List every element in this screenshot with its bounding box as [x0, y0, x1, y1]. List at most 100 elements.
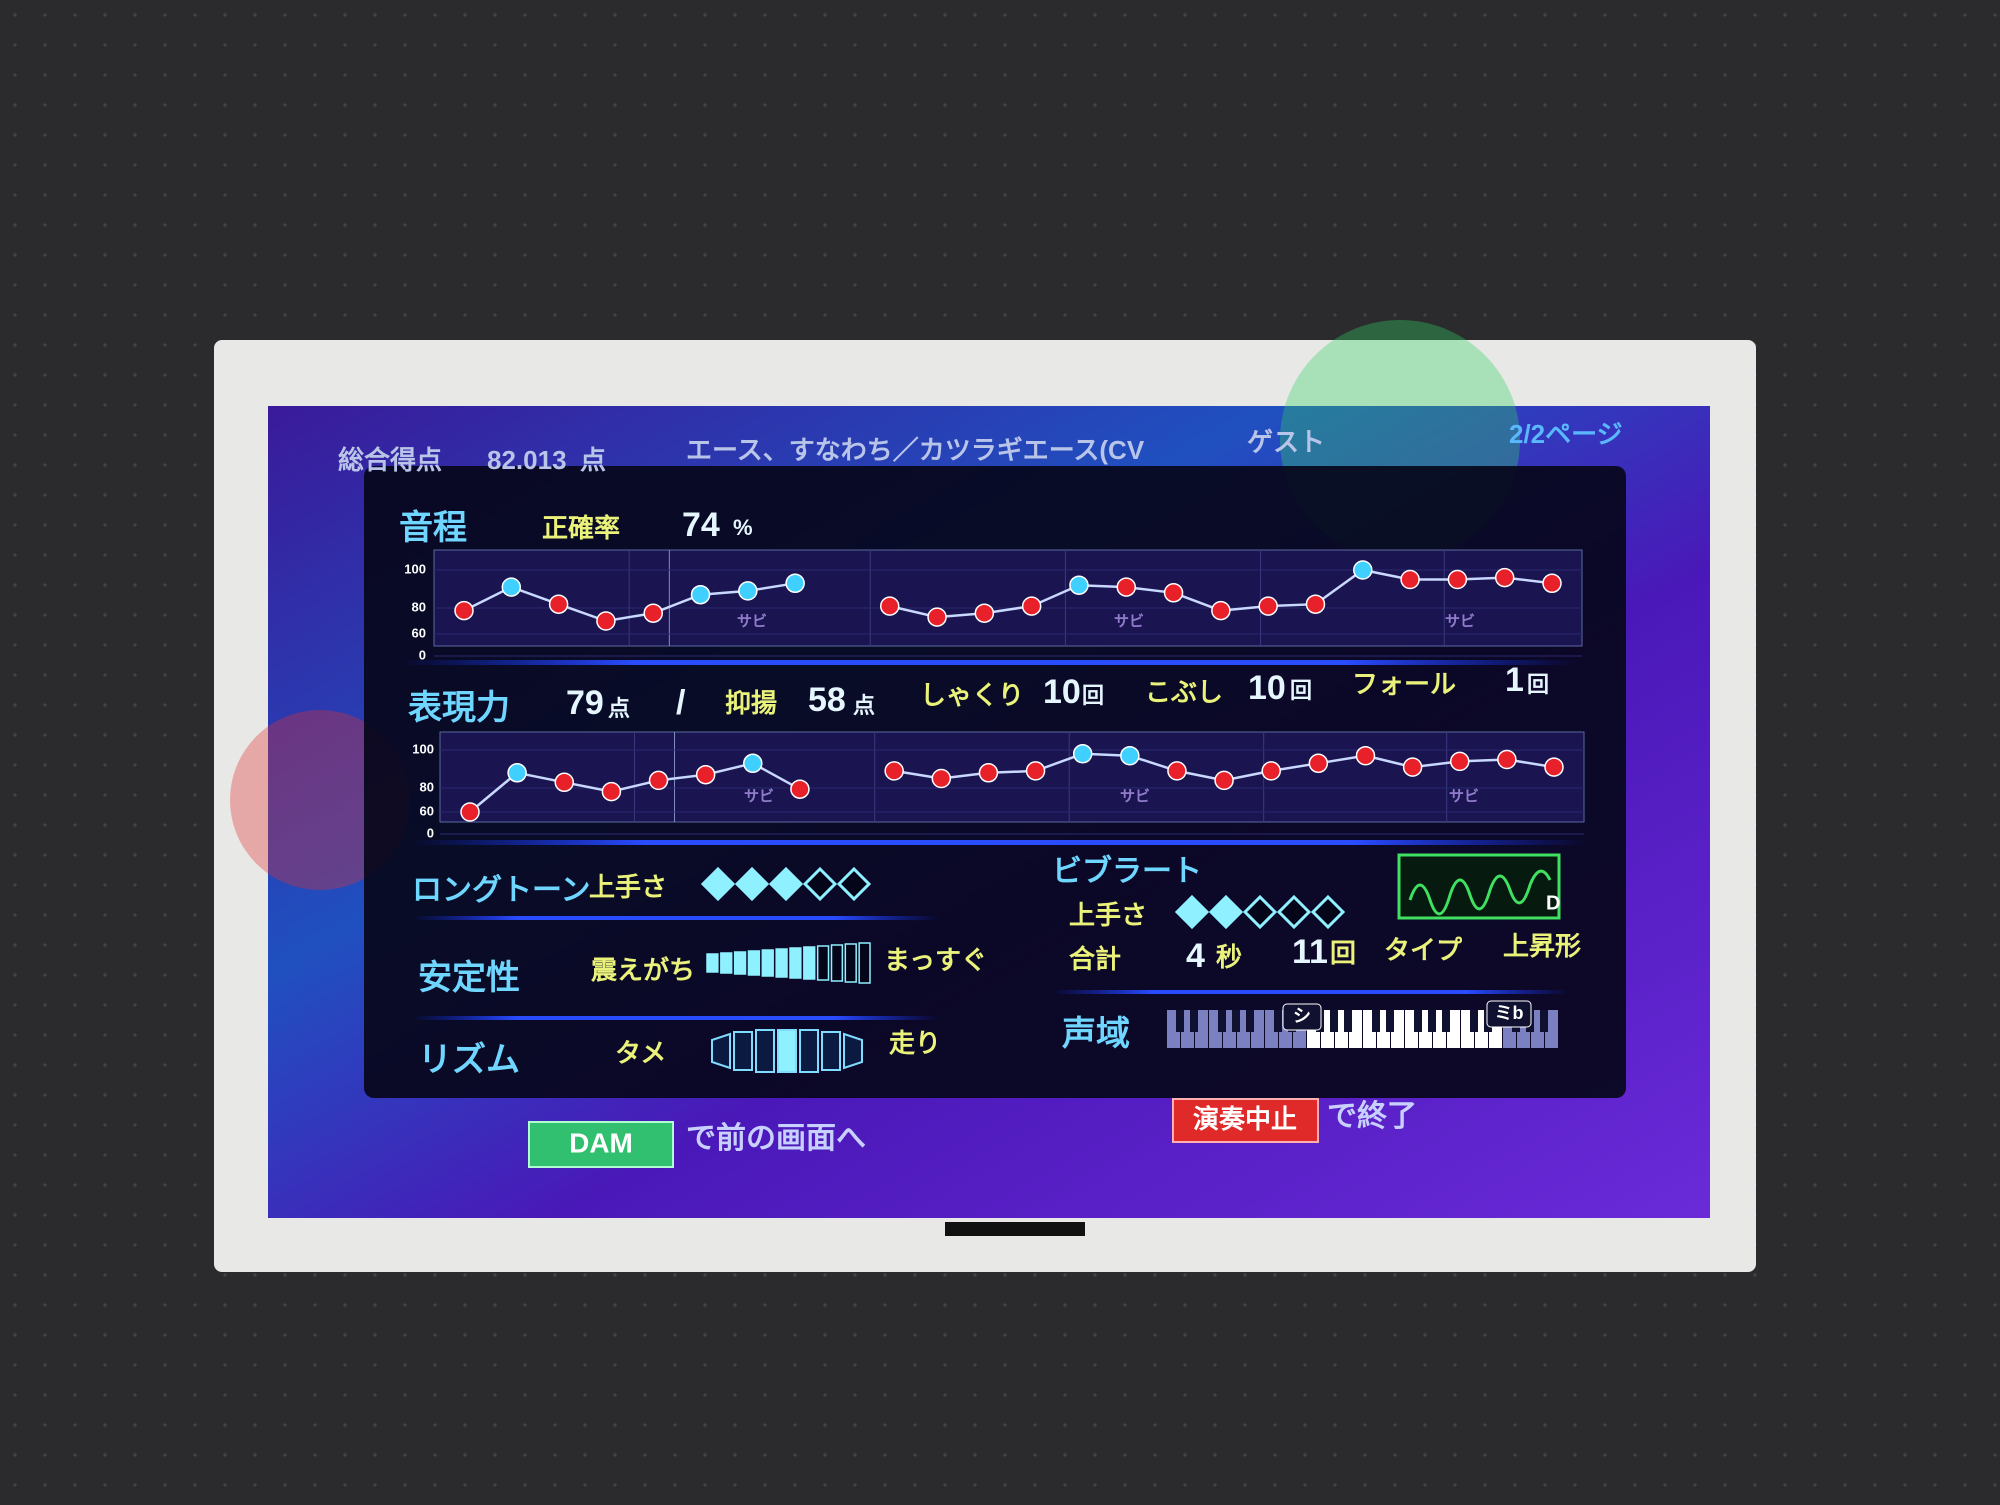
range-low: シ — [1293, 1006, 1311, 1026]
unit: 秒 — [1216, 942, 1242, 972]
chart-point — [1258, 596, 1278, 616]
dam-button[interactable] — [528, 1121, 674, 1168]
total-unit: 点 — [580, 445, 606, 475]
chart-point — [1116, 577, 1137, 597]
chart-point — [1402, 757, 1423, 777]
rating-diamond — [1310, 894, 1346, 930]
black-key — [1246, 1010, 1254, 1032]
white-key — [1447, 1010, 1460, 1048]
chorus-label: サビ — [744, 788, 774, 805]
rating-diamond — [700, 866, 736, 902]
unit: 回 — [1290, 678, 1312, 703]
pitch-title: 音程 — [399, 509, 467, 547]
divider — [412, 1016, 940, 1020]
black-key — [1428, 1010, 1436, 1032]
chart-point — [548, 594, 569, 614]
chart-point — [1069, 575, 1089, 595]
unit: 点 — [608, 696, 630, 721]
chorus-label: サビ — [1120, 788, 1150, 805]
chart-point — [1308, 753, 1329, 774]
chart-point — [643, 603, 663, 623]
divider — [412, 916, 940, 920]
rating-diamond — [768, 866, 804, 902]
stability-segment — [844, 943, 857, 983]
chorus-label: サビ — [737, 613, 767, 630]
chart-point — [1544, 757, 1564, 777]
chart-point — [1449, 751, 1470, 772]
vibrato-type-label: タイプ — [1384, 935, 1463, 965]
black-key — [1232, 1010, 1240, 1032]
unit: 回 — [1330, 938, 1356, 968]
rhythm-left: タメ — [615, 1038, 666, 1068]
chart-point — [785, 573, 805, 594]
stability-segment — [816, 945, 830, 981]
accuracy-unit: % — [733, 515, 753, 540]
stop-text: で終了 — [1327, 1099, 1417, 1133]
accuracy: 74 — [682, 506, 720, 544]
rhythm-title: リズム — [418, 1040, 520, 1079]
divider — [400, 660, 1580, 665]
chart-point — [978, 763, 999, 783]
rating-diamond — [1208, 894, 1244, 930]
stability-segment — [747, 950, 761, 976]
rhythm-meter — [711, 1029, 863, 1073]
black-key — [1414, 1010, 1422, 1032]
stop-button[interactable] — [1172, 1098, 1319, 1143]
chart-point — [884, 761, 904, 781]
black-key — [1274, 1010, 1282, 1032]
stability-segment — [858, 942, 871, 984]
dam-button-label[interactable]: DAM — [569, 1127, 633, 1158]
back-text: で前の画面へ — [686, 1122, 866, 1155]
intonation: 58 — [808, 681, 846, 719]
chart-point — [1447, 569, 1468, 590]
chart-point — [554, 772, 575, 793]
chart-point — [1353, 560, 1373, 580]
y-tick-label: 60 — [412, 625, 426, 640]
chart-point — [1120, 745, 1140, 766]
y-tick-label: 80 — [420, 779, 434, 794]
divider — [410, 840, 1590, 845]
chorus-label: サビ — [1114, 613, 1144, 630]
chart-point — [1021, 596, 1042, 616]
stability-segment — [775, 948, 788, 978]
black-key — [1330, 1010, 1338, 1032]
fall: 1 — [1505, 661, 1524, 699]
chart-point — [1542, 573, 1562, 594]
chorus-label: サビ — [1449, 788, 1479, 805]
range-title: 声域 — [1062, 1015, 1130, 1053]
range-low-marker — [1282, 1003, 1322, 1031]
divider — [1050, 990, 1570, 994]
black-key — [1190, 1010, 1198, 1032]
y-tick-label: 60 — [420, 803, 434, 818]
unit: 回 — [1527, 672, 1549, 697]
chart-point — [1214, 770, 1234, 791]
shakuri-label: しゃくり — [920, 680, 1024, 710]
black-key — [1344, 1010, 1352, 1032]
unit: 回 — [1082, 683, 1104, 708]
intonation-label: 抑揚 — [725, 688, 777, 718]
rating-diamond — [836, 866, 872, 902]
y-tick-label: 100 — [404, 561, 426, 576]
stability-segment — [733, 951, 747, 975]
expression-title: 表現力 — [408, 689, 510, 727]
stability-title: 安定性 — [418, 959, 520, 997]
stability-segment — [720, 952, 733, 974]
rating-diamond — [1174, 894, 1210, 930]
rating-diamond — [734, 866, 770, 902]
chart-point — [743, 753, 763, 774]
black-key — [1218, 1010, 1226, 1032]
chart-point — [1025, 761, 1046, 781]
fall-label: フォール — [1352, 669, 1456, 699]
total-label: 総合得点 — [338, 445, 442, 475]
sensor — [945, 1222, 1085, 1236]
chart-point — [501, 577, 522, 597]
kobushi: 10 — [1248, 669, 1286, 707]
chart-point — [1167, 761, 1187, 781]
longtone-skill-label: 上手さ — [589, 872, 667, 902]
black-key — [1442, 1010, 1450, 1032]
white-key — [1545, 1010, 1558, 1048]
black-key — [1386, 1010, 1394, 1032]
y-tick-label: 0 — [427, 825, 434, 840]
stop-button-label[interactable]: 演奏中止 — [1193, 1104, 1297, 1134]
